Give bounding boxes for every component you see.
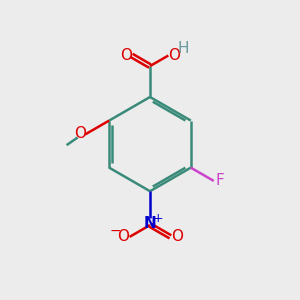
Text: O: O (168, 48, 180, 63)
Text: H: H (177, 40, 189, 56)
Text: N: N (144, 215, 156, 230)
Text: O: O (74, 126, 86, 141)
Text: −: − (110, 224, 121, 237)
Text: O: O (120, 48, 132, 63)
Text: O: O (171, 230, 183, 244)
Text: O: O (117, 230, 129, 244)
Text: F: F (216, 173, 225, 188)
Text: +: + (153, 212, 164, 225)
